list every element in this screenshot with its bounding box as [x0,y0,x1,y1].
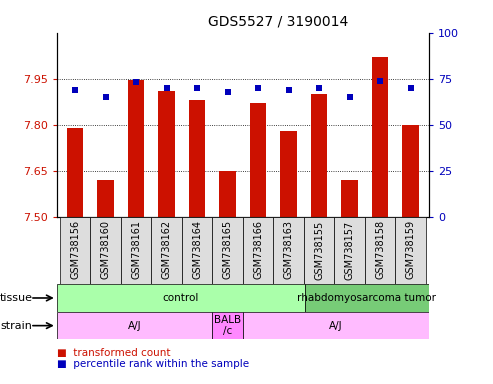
Bar [273,217,304,284]
Text: GSM738159: GSM738159 [406,220,416,280]
Text: ■  transformed count: ■ transformed count [57,348,170,358]
Bar [60,217,90,284]
Text: GSM738166: GSM738166 [253,220,263,279]
Bar [57,312,212,339]
Bar [372,57,388,217]
Text: GSM738165: GSM738165 [222,220,233,280]
Text: BALB
/c: BALB /c [214,315,241,336]
Bar [280,131,297,217]
Text: GSM738160: GSM738160 [101,220,110,279]
Text: control: control [163,293,199,303]
Bar [311,94,327,217]
Point [102,94,109,100]
Point [376,78,384,84]
Bar [365,217,395,284]
Bar [395,217,426,284]
Point [346,94,353,100]
Text: GSM738162: GSM738162 [162,220,172,280]
Point [163,85,171,91]
Point [407,85,415,91]
Bar [304,217,334,284]
Bar [243,312,429,339]
Bar [334,217,365,284]
Text: GDS5527 / 3190014: GDS5527 / 3190014 [208,15,349,29]
Bar [158,91,175,217]
Bar [182,217,212,284]
Point [284,87,292,93]
Bar [305,284,429,312]
Bar [90,217,121,284]
Text: strain: strain [0,321,32,331]
Bar [212,312,243,339]
Text: tissue: tissue [0,293,33,303]
Text: GSM738155: GSM738155 [314,220,324,280]
Bar [189,100,206,217]
Text: GSM738157: GSM738157 [345,220,354,280]
Point [193,85,201,91]
Bar [212,217,243,284]
Text: GSM738158: GSM738158 [375,220,385,280]
Text: ■  percentile rank within the sample: ■ percentile rank within the sample [57,359,249,369]
Point [71,87,79,93]
Text: A/J: A/J [127,321,141,331]
Bar [249,103,266,217]
Bar [243,217,273,284]
Point [132,79,140,86]
Text: A/J: A/J [329,321,343,331]
Bar [341,180,358,217]
Text: GSM738156: GSM738156 [70,220,80,280]
Point [224,89,232,95]
Bar [97,180,114,217]
Bar [121,217,151,284]
Text: rhabdomyosarcoma tumor: rhabdomyosarcoma tumor [297,293,436,303]
Text: GSM738163: GSM738163 [283,220,293,279]
Bar [128,80,144,217]
Text: GSM738161: GSM738161 [131,220,141,279]
Bar [57,284,305,312]
Bar [219,171,236,217]
Point [315,85,323,91]
Bar [67,128,83,217]
Bar [151,217,182,284]
Text: GSM738164: GSM738164 [192,220,202,279]
Point [254,85,262,91]
Bar [402,125,419,217]
